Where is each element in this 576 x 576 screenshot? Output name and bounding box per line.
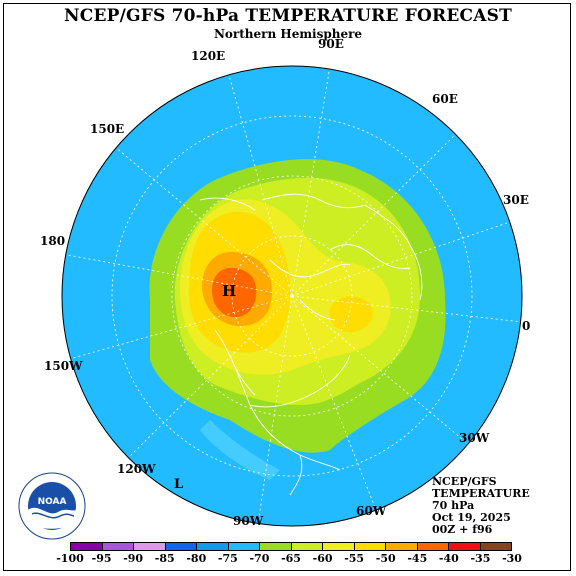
map-title: NCEP/GFS 70-hPa TEMPERATURE FORECAST [64,6,512,26]
noaa-logo: NOAA [18,472,86,540]
info-line-field: TEMPERATURE [432,487,530,500]
info-line-model: NCEP/GFS [432,475,497,488]
map-subtitle: Northern Hemisphere [213,27,363,41]
colorbar-swatch [291,543,323,550]
info-line-level: 70 hPa [432,499,475,512]
colorbar-swatch [165,543,197,550]
colorbar-swatch [197,543,229,550]
lon-label-120w: 120W [117,462,156,476]
core-minus45 [212,267,257,318]
colorbar-tick-label: -85 [154,552,175,565]
high-marker: H [222,282,236,300]
lon-label-90w: 90W [233,514,264,528]
info-line-cycle: 00Z + f96 [432,523,493,536]
colorbar-tick-label: -75 [217,552,238,565]
lon-label-180: 180 [40,234,66,248]
lon-label-150w: 150W [44,359,83,373]
colorbar-tick-label: -55 [344,552,365,565]
colorbar-tick-label: -90 [123,552,144,565]
lon-label-0: 0 [522,319,531,333]
hemisphere-outline [61,65,523,527]
colorbar-labels: -100 -95 -90 -85 -80 -75 -70 -65 -60 -55 -50 -45 -40… [55,552,527,566]
colorbar-tick-label: -60 [312,552,333,565]
pocket-cold-1 [200,420,280,480]
colorbar [70,542,512,551]
lon-label-150e: 150E [90,122,125,136]
colorbar-tick-label: -45 [407,552,428,565]
colorbar-swatch [71,543,103,550]
lon-label-60e: 60E [432,92,458,106]
colorbar-tick-label: -65 [281,552,301,565]
lon-label-60w: 60W [356,504,387,518]
graticule [62,66,522,525]
colorbar-tick-label: -70 [249,552,270,565]
colorbar-swatch [417,543,449,550]
lon-label-30e: 30E [503,193,529,207]
colorbar-tick-label: -35 [470,552,491,565]
lon-label-30w: 30W [459,431,490,445]
colorbar-swatch [386,543,418,550]
colorbar-tick-label: -30 [502,552,522,565]
colorbar-swatch [260,543,292,550]
colorbar-swatch [354,543,386,550]
colorbar-tick-label: -80 [186,552,207,565]
colorbar-tick-label: -100 [56,552,84,565]
lon-label-120e: 120E [191,49,226,63]
colorbar-swatch [228,543,260,550]
info-line-date: Oct 19, 2025 [432,511,511,524]
colorbar-tick-label: -50 [375,552,396,565]
low-marker: L [174,477,183,492]
colorbar-swatch [102,543,134,550]
colorbar-swatch [480,543,511,550]
logo-text: NOAA [38,497,67,507]
colorbar-swatch [134,543,166,550]
colorbar-swatch [449,543,481,550]
colorbar-tick-label: -40 [438,552,459,565]
colorbar-swatch [323,543,355,550]
coastlines [199,193,423,496]
patch-minus55-east [329,296,373,333]
colorbar-tick-label: -95 [91,552,112,565]
lon-label-90e: 90E [318,37,344,51]
forecast-info: NCEP/GFS TEMPERATURE 70 hPa Oct 19, 2025… [432,476,530,536]
